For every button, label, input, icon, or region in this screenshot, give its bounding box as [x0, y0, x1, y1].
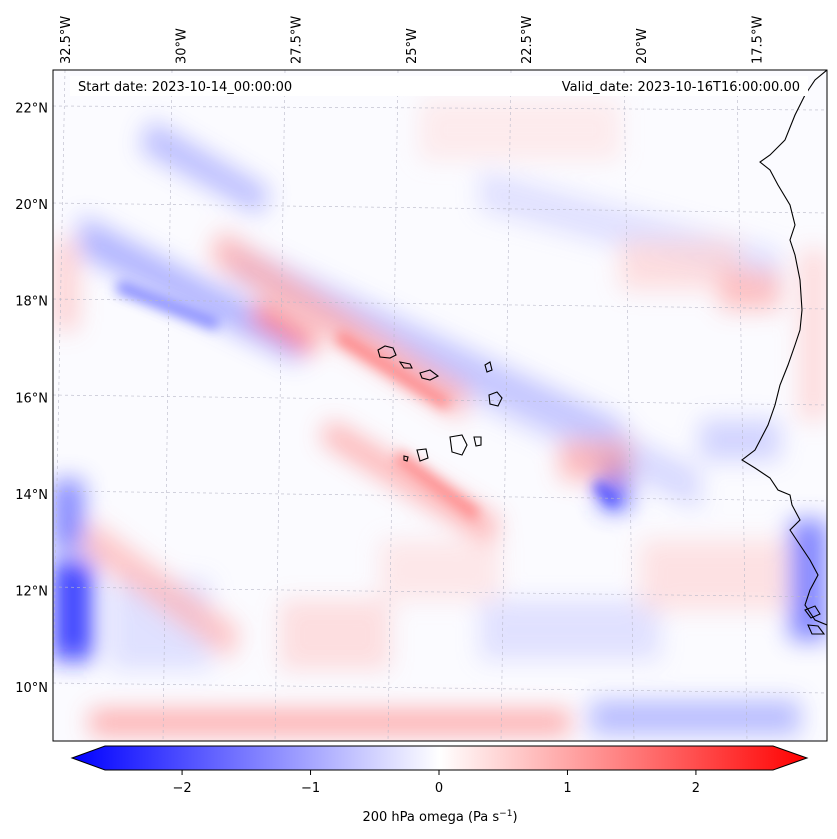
map-panel: Start date: 2023-10-14_00:00:00 Valid_da… [53, 70, 827, 741]
gridlines [53, 70, 827, 741]
colorbar-gradient [70, 745, 809, 771]
colorbar-label-exponent: −1 [499, 809, 512, 819]
lat-tick-label: 20°N [15, 198, 48, 213]
start-date-label: Start date: 2023-10-14_00:00:00 [78, 80, 292, 95]
fogo-island [449, 434, 468, 456]
lon-tick-label: 30°W [174, 28, 189, 64]
lon-tick-label: 20°W [635, 28, 650, 64]
lon-tick-label: 25°W [405, 28, 420, 64]
lon-tick-label: 32.5°W [59, 16, 74, 64]
sao-nicolau-island [398, 361, 413, 369]
lat-tick-label: 18°N [15, 295, 48, 310]
santiago-island [488, 391, 503, 407]
colorbar-label: 200 hPa omega (Pa s−1) [362, 809, 517, 825]
sao-vicente-island [403, 455, 409, 462]
lon-tick-label: 27.5°W [290, 16, 305, 64]
colorbar-tick-label: 1 [563, 781, 571, 796]
colorbar-ticks: −2 −1 0 1 2 [172, 770, 700, 796]
santo-antao-island [416, 448, 429, 462]
sal-island [377, 345, 397, 359]
colorbar-label-close: ) [512, 810, 517, 825]
boa-vista-island [419, 369, 440, 381]
africa-coastline [741, 70, 827, 626]
maio-island [484, 361, 493, 373]
lon-tick-label: 17.5°W [750, 16, 765, 64]
lat-tick-label: 16°N [15, 391, 48, 406]
latitude-labels: 22°N 20°N 18°N 16°N 14°N 12°N 10°N [15, 102, 48, 696]
brava-island [473, 436, 482, 447]
bissagos-islands [804, 605, 826, 635]
lon-tick-label: 22.5°W [520, 16, 535, 64]
colorbar: −2 −1 0 1 2 200 hPa omega (Pa s−1) [70, 745, 809, 825]
colorbar-tick-label: −1 [301, 781, 320, 796]
omega-field [53, 100, 827, 735]
colorbar-tick-label: −2 [172, 781, 191, 796]
longitude-labels: 32.5°W 30°W 27.5°W 25°W 22.5°W 20°W 17.5°W [59, 16, 765, 64]
coastlines [377, 70, 827, 635]
colorbar-tick-label: 0 [435, 781, 443, 796]
lat-tick-label: 12°N [15, 584, 48, 599]
lat-tick-label: 10°N [15, 681, 48, 696]
header-band [70, 76, 808, 96]
colorbar-tick-label: 2 [692, 781, 700, 796]
lat-tick-label: 14°N [15, 488, 48, 503]
valid-date-label: Valid_date: 2023-10-16T16:00:00.00 [562, 80, 800, 95]
lat-tick-label: 22°N [15, 102, 48, 117]
map-frame [52, 69, 828, 742]
